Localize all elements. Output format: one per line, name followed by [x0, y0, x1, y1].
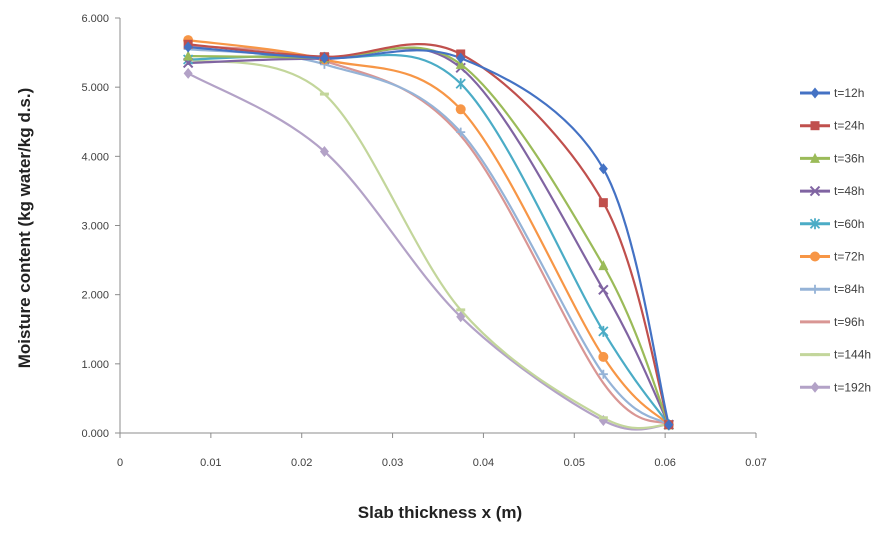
legend-swatch-marker [810, 353, 820, 357]
series-line-t=60h [188, 53, 670, 426]
data-point-t=144h [598, 416, 608, 420]
y-tick-label: 1.000 [81, 359, 109, 371]
legend-swatch-marker [810, 87, 820, 99]
legend: t=12h t=24h t=36h t=48h t=60h t=72h t=84h t=96h… [800, 86, 871, 394]
data-point-t=36h [455, 58, 466, 69]
x-tick-label: 0.03 [382, 457, 403, 469]
legend-label: t=72h [834, 250, 864, 264]
data-point-t=84h [598, 369, 608, 379]
data-point-t=48h [598, 284, 609, 296]
data-point-t=12h [183, 41, 193, 53]
data-point-t=12h [319, 52, 329, 64]
legend-swatch-marker [810, 152, 820, 163]
legend-label: t=36h [834, 151, 864, 165]
y-axis-title: Moisture content (kg water/kg d.s.) [15, 88, 34, 369]
axes [115, 17, 757, 438]
data-point-t=192h [319, 145, 329, 157]
legend-swatch-marker [810, 284, 820, 294]
series-markers [182, 35, 674, 431]
data-point-t=12h [664, 419, 674, 431]
legend-swatch-marker [810, 121, 820, 131]
series-line-t=24h [187, 43, 670, 426]
legend-label: t=192h [834, 380, 871, 394]
legend-item: t=12h [800, 86, 864, 100]
data-point-t=192h [456, 311, 466, 323]
legend-item: t=60h [800, 217, 864, 231]
data-point-t=192h [183, 67, 193, 79]
legend-swatch-marker [810, 251, 820, 262]
data-point-t=60h [598, 325, 609, 337]
legend-swatch-marker [809, 218, 821, 230]
data-point-t=36h [598, 260, 609, 271]
data-point-t=24h [598, 198, 608, 208]
data-point-t=60h [455, 78, 466, 90]
series-line-t=72h [187, 39, 670, 426]
legend-item: t=192h [800, 380, 871, 394]
legend-item: t=72h [800, 250, 864, 264]
legend-swatch-marker [810, 381, 820, 393]
legend-item: t=96h [800, 315, 864, 329]
legend-label: t=60h [834, 217, 864, 231]
y-tick-label: 6.000 [81, 13, 109, 25]
legend-label: t=48h [834, 184, 864, 198]
x-tick-labels: 0 0.01 0.02 0.03 0.04 0.05 0.06 0.07 [117, 457, 767, 469]
x-tick-label: 0.06 [654, 457, 675, 469]
x-tick-label: 0.02 [291, 457, 312, 469]
series-line-t=48h [188, 47, 670, 426]
y-tick-label: 5.000 [81, 82, 109, 94]
y-tick-labels: 0.000 1.000 2.000 3.000 4.000 5.000 6.000 [81, 13, 109, 440]
data-point-t=36h [183, 50, 194, 61]
legend-item: t=144h [800, 348, 871, 362]
data-point-t=144h [319, 92, 329, 96]
series-line-t=192h [187, 72, 669, 431]
data-point-t=72h [455, 104, 466, 115]
x-tick-label: 0.07 [745, 457, 766, 469]
legend-item: t=48h [800, 184, 864, 198]
legend-item: t=24h [800, 119, 864, 133]
data-point-t=144h [456, 308, 466, 312]
y-tick-label: 3.000 [81, 221, 109, 233]
y-tick-label: 4.000 [81, 151, 109, 163]
x-tick-label: 0.05 [564, 457, 585, 469]
legend-label: t=24h [834, 119, 864, 133]
legend-label: t=84h [834, 282, 864, 296]
y-tick-label: 2.000 [81, 290, 109, 302]
x-axis-title: Slab thickness x (m) [358, 503, 522, 522]
legend-swatch-marker [809, 185, 821, 197]
y-tick-label: 0.000 [81, 428, 109, 440]
legend-item: t=36h [800, 151, 864, 165]
data-point-t=84h [456, 127, 466, 137]
legend-label: t=144h [834, 348, 871, 362]
data-point-t=72h [598, 351, 609, 362]
data-point-t=12h [598, 163, 608, 175]
x-tick-label: 0.01 [200, 457, 221, 469]
x-tick-label: 0.04 [473, 457, 494, 469]
x-tick-label: 0 [117, 457, 123, 469]
data-point-t=12h [456, 52, 466, 64]
series-line-t=12h [188, 45, 670, 425]
legend-label: t=12h [834, 86, 864, 100]
legend-label: t=96h [834, 315, 864, 329]
series-lines [187, 39, 670, 431]
legend-item: t=84h [800, 282, 864, 296]
